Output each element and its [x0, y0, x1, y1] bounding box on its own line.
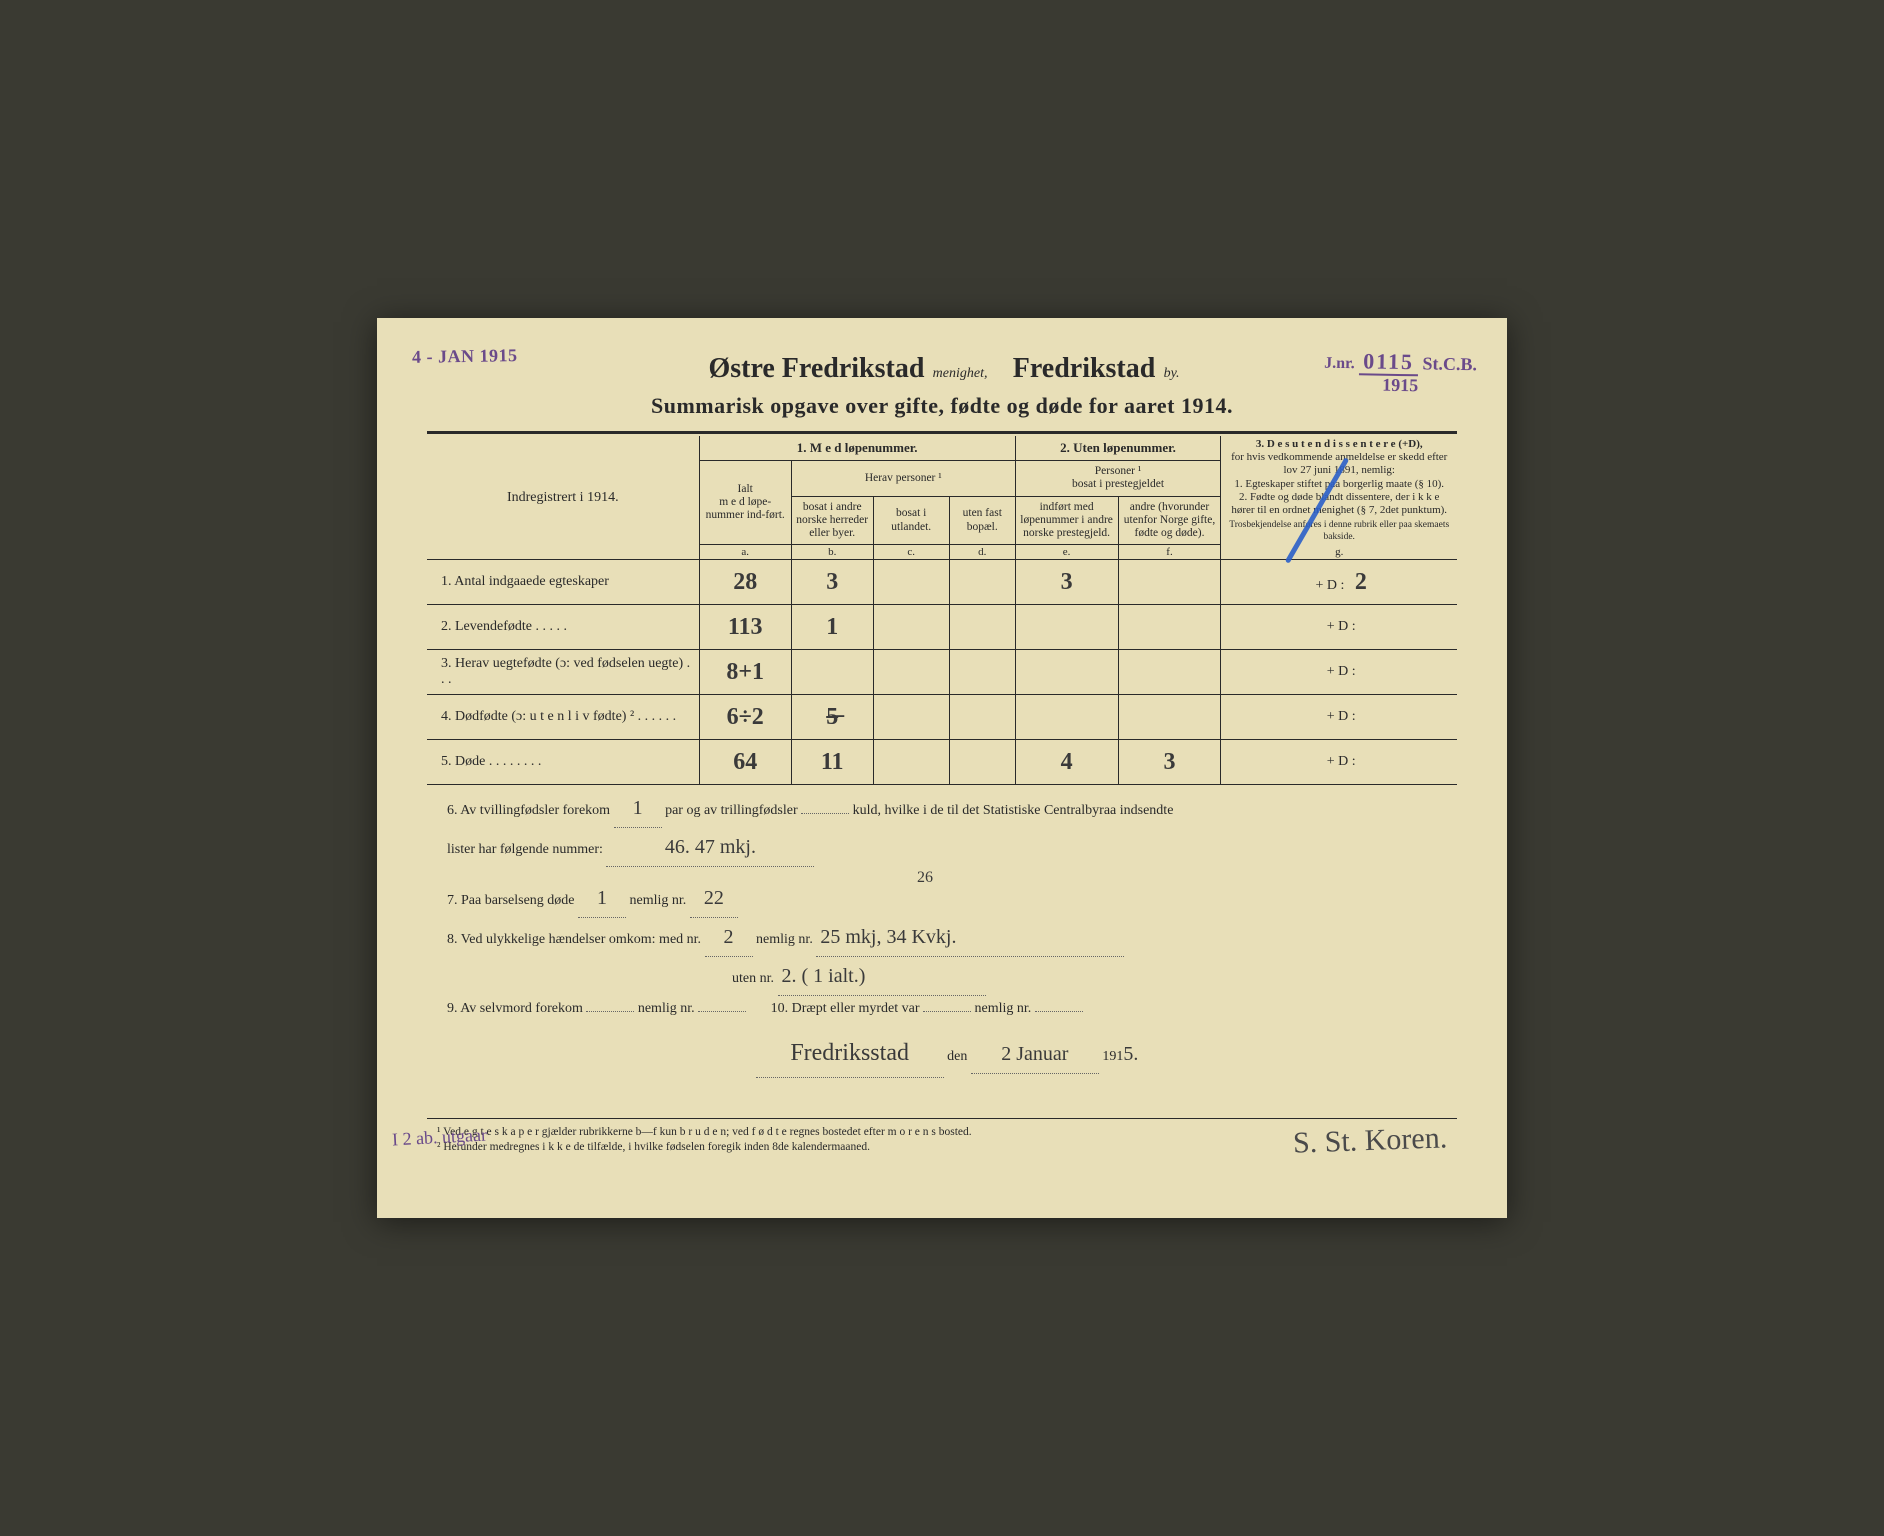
letter-c: c.	[873, 545, 949, 560]
lower-section: 6. Av tvillingfødsler forekom 1 par og a…	[427, 785, 1457, 1077]
letter-b: b.	[791, 545, 873, 560]
table-row: 3. Herav uegtefødte (ɔ: ved fødselen ueg…	[427, 650, 1457, 695]
triplets-count	[801, 813, 849, 814]
col-e-head: indført med løpenummer i andre norske pr…	[1015, 496, 1118, 545]
journal-stamp-right: J.nr. 0115 St.C.B. 1915	[1324, 349, 1478, 398]
cell-value: 8+1	[726, 659, 764, 685]
col-f-head: andre (hvorunder utenfor Norge gifte, fø…	[1118, 496, 1221, 545]
murdered-nr	[1035, 1011, 1083, 1012]
table-row: 2. Levendefødte . . . . . 113 1 + D :	[427, 605, 1457, 650]
accidents-med: 2	[705, 918, 753, 957]
signature: S. St. Koren.	[1292, 1121, 1447, 1160]
cell-value: 1	[826, 614, 838, 640]
rule	[427, 1118, 1457, 1119]
cell-value: 5̶	[826, 704, 838, 730]
section-2-head: 2. Uten løpenummer.	[1015, 436, 1221, 461]
letter-d: d.	[949, 545, 1015, 560]
stamp-year: 1915	[1382, 375, 1418, 396]
cell-value: 113	[728, 614, 763, 640]
cell-value: 4	[1061, 749, 1073, 775]
cell-value: 3	[1163, 749, 1175, 775]
place-signed: Fredriksstad	[756, 1031, 944, 1078]
section-1-head: 1. M e d løpenummer.	[699, 436, 1015, 461]
header-line: Østre Fredrikstad menighet, Fredrikstad …	[427, 353, 1457, 385]
twins-count: 1	[614, 789, 662, 828]
suicides	[586, 1011, 634, 1012]
cell-value: 11	[821, 749, 844, 775]
row-4-label: 4. Dødfødte (ɔ: u t e n l i v fødte) ² .…	[427, 695, 699, 740]
parish-name: Østre Fredrikstad	[704, 353, 928, 385]
cell-plusd: + D :	[1221, 740, 1457, 785]
annotation-26: 26	[917, 863, 933, 893]
table-row: 1. Antal indgaaede egteskaper 28 3 3 + D…	[427, 560, 1457, 605]
row-2-label: 2. Levendefødte . . . . .	[427, 605, 699, 650]
cell-plusd: + D :	[1221, 695, 1457, 740]
col-c-head: bosat i utlandet.	[873, 496, 949, 545]
row-3-label: 3. Herav uegtefødte (ɔ: ved fødselen ueg…	[427, 650, 699, 695]
cell-value: 3	[826, 569, 838, 595]
childbirth-death-nr: 22	[690, 879, 738, 918]
cell-value: 6÷2	[727, 704, 764, 730]
menighet-label: menighet,	[933, 366, 988, 381]
cell-value: 28	[733, 569, 757, 595]
line-8-cont: uten nr. 2. ( 1 ialt.)	[447, 957, 1447, 996]
suicides-nr	[698, 1011, 746, 1012]
murdered	[923, 1011, 971, 1012]
cell-plusd: + D :	[1221, 650, 1457, 695]
date-signed: 2 Januar	[971, 1035, 1099, 1074]
col-d-head: uten fast bopæl.	[949, 496, 1015, 545]
line-6-cont: lister har følgende nummer: 46. 47 mkj.	[447, 828, 1447, 867]
document-page: 4 - JAN 1915 J.nr. 0115 St.C.B. 1915 Øst…	[377, 318, 1507, 1218]
city-name: Fredrikstad	[1009, 353, 1160, 385]
date-line: Fredriksstad den 2 Januar 1915.	[447, 1031, 1447, 1078]
row-5-label: 5. Døde . . . . . . . .	[427, 740, 699, 785]
stamp-stcb: St.C.B.	[1422, 353, 1477, 374]
section-3-title: 3. D e s u t e n d i s s e n t e r e (+D…	[1256, 438, 1423, 450]
letter-e: e.	[1015, 545, 1118, 560]
cell-plusd: + D : 2	[1221, 560, 1457, 605]
letter-f: f.	[1118, 545, 1221, 560]
line-6: 6. Av tvillingfødsler forekom 1 par og a…	[447, 789, 1447, 828]
letter-a: a.	[699, 545, 791, 560]
row-1-label: 1. Antal indgaaede egteskaper	[427, 560, 699, 605]
twins-numbers: 46. 47 mkj.	[606, 828, 814, 867]
accidents-uten: 2. ( 1 ialt.)	[778, 957, 986, 996]
table-row: 4. Dødfødte (ɔ: u t e n l i v fødte) ² .…	[427, 695, 1457, 740]
cell-value: 64	[733, 749, 757, 775]
table-row: 5. Døde . . . . . . . . 64 11 4 3 + D :	[427, 740, 1457, 785]
form-title: Summarisk opgave over gifte, fødte og dø…	[427, 393, 1457, 419]
cell-value: 3	[1061, 569, 1073, 595]
year-digit: 5.	[1123, 1043, 1138, 1065]
stamp-number: 0115	[1359, 349, 1418, 376]
line-8: 8. Ved ulykkelige hændelser omkom: med n…	[447, 918, 1447, 957]
section-3-foot: Trosbekjendelse anføres i denne rubrik e…	[1227, 520, 1451, 543]
section-3-body: for hvis vedkommende anmeldelse er skedd…	[1231, 451, 1447, 516]
date-stamp-left: 4 - JAN 1915	[412, 345, 518, 368]
childbirth-deaths: 1	[578, 879, 626, 918]
cell-plusd: + D :	[1221, 605, 1457, 650]
col-b-head: bosat i andre norske herreder eller byer…	[791, 496, 873, 545]
col-indregistrert: Indregistrert i 1914.	[427, 436, 699, 560]
line-7: 7. Paa barselseng døde 1 nemlig nr. 22 2…	[447, 879, 1447, 918]
section-3: 3. D e s u t e n d i s s e n t e r e (+D…	[1221, 436, 1457, 545]
by-label: by.	[1164, 366, 1180, 381]
col-a-head: Ialt m e d løpe-nummer ind-ført.	[699, 461, 791, 545]
herav-personer: Herav personer ¹	[791, 461, 1015, 497]
line-9-10: 9. Av selvmord forekom nemlig nr. 10. Dr…	[447, 996, 1447, 1023]
rule	[427, 433, 1457, 434]
statistics-table: Indregistrert i 1914. 1. M e d løpenumme…	[427, 436, 1457, 785]
accidents-nr: 25 mkj, 34 Kvkj.	[816, 918, 1124, 957]
section-2-sub: Personer ¹ bosat i prestegjeldet	[1015, 461, 1221, 497]
letter-g: g.	[1221, 545, 1457, 560]
stamp-jnr-label: J.nr.	[1324, 355, 1355, 373]
